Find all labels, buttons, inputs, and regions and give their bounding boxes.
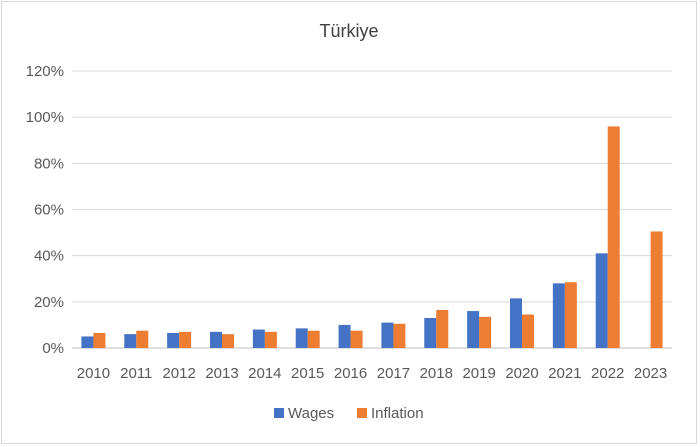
x-tick-label: 2011 <box>120 365 152 382</box>
y-tick-label: 120% <box>26 63 64 80</box>
y-tick-label: 0% <box>42 340 64 357</box>
x-tick-label: 2018 <box>420 365 453 382</box>
bar-inflation-2018 <box>436 309 449 348</box>
x-tick-label: 2015 <box>291 365 324 382</box>
bar-wages-2021 <box>552 283 565 348</box>
bar-inflation-2019 <box>479 316 492 348</box>
bar-inflation-2023 <box>650 231 663 348</box>
bar-wages-2013 <box>210 331 222 348</box>
bar-inflation-2012 <box>179 331 192 348</box>
y-tick-label: 100% <box>26 109 64 126</box>
bar-wages-2010 <box>81 336 94 348</box>
legend-label-inflation: Inflation <box>371 405 424 422</box>
x-tick-label: 2014 <box>248 365 281 382</box>
x-tick-label: 2016 <box>334 365 367 382</box>
bar-wages-2012 <box>167 332 180 348</box>
bar-wages-2018 <box>424 317 437 348</box>
bar-wages-2019 <box>467 311 480 348</box>
y-tick-label: 20% <box>34 294 64 311</box>
legend: Wages Inflation <box>274 405 424 422</box>
bar-wages-2017 <box>381 322 394 348</box>
bar-inflation-2016 <box>350 330 363 348</box>
gridlines <box>72 70 672 349</box>
x-tick-label: 2013 <box>205 365 238 382</box>
x-tick-label: 2019 <box>462 365 495 382</box>
bar-wages-2011 <box>124 334 137 348</box>
y-axis-ticks: 0% 20% 40% 60% 80% 100% 120% <box>26 63 64 357</box>
bar-wages-2020 <box>510 298 522 348</box>
bar-inflation-2017 <box>393 323 406 348</box>
x-tick-label: 2021 <box>548 365 581 382</box>
legend-swatch-wages <box>274 408 284 418</box>
bars <box>81 126 663 349</box>
bar-inflation-2021 <box>564 282 577 348</box>
bar-inflation-2014 <box>264 331 277 348</box>
bar-wages-2022 <box>595 253 608 348</box>
bar-inflation-2013 <box>222 334 234 348</box>
y-tick-label: 60% <box>34 202 64 219</box>
x-tick-label: 2010 <box>77 365 110 382</box>
x-tick-label: 2023 <box>634 365 667 382</box>
bar-inflation-2010 <box>93 332 106 348</box>
x-tick-label: 2017 <box>377 365 410 382</box>
y-tick-label: 80% <box>34 155 64 172</box>
x-axis-ticks: 2010 2011 2012 2013 2014 2015 2016 2017 2018 2019… <box>77 365 668 382</box>
x-tick-label: 2020 <box>505 365 538 382</box>
x-tick-label: 2022 <box>591 365 624 382</box>
bar-inflation-2015 <box>307 330 320 348</box>
bar-wages-2016 <box>338 324 351 348</box>
legend-swatch-inflation <box>357 408 367 418</box>
x-tick-label: 2012 <box>162 365 195 382</box>
y-tick-label: 40% <box>34 248 64 265</box>
bar-inflation-2022 <box>607 126 620 349</box>
bar-wages-2015 <box>295 328 308 348</box>
chart-title: Türkiye <box>319 21 378 41</box>
bar-inflation-2020 <box>522 314 534 348</box>
bar-inflation-2011 <box>136 330 149 348</box>
legend-label-wages: Wages <box>288 405 334 422</box>
bar-wages-2014 <box>252 329 265 348</box>
